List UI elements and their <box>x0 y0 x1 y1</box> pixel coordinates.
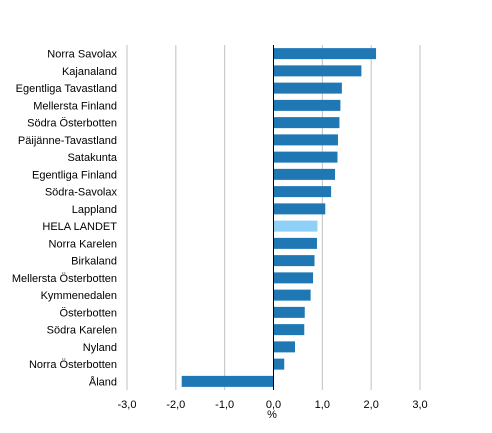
category-label-9: Lappland <box>72 204 117 216</box>
category-label-7: Egentliga Finland <box>32 169 117 181</box>
x-tick-label-3: 0,0 <box>266 399 281 411</box>
x-tick-label-2: -1,0 <box>215 399 234 411</box>
category-label-5: Päijänne-Tavastland <box>18 135 117 147</box>
category-label-6: Satakunta <box>67 152 117 164</box>
category-label-8: Södra-Savolax <box>45 187 118 199</box>
bar-10 <box>273 220 318 232</box>
x-tick-labels: -3,0 -2,0 -1,0 0,0 1,0 2,0 3,0 <box>118 399 428 411</box>
x-tick-label-1: -2,0 <box>166 399 185 411</box>
x-tick-label-0: -3,0 <box>118 399 137 411</box>
category-label-4: Södra Österbotten <box>27 118 117 130</box>
category-label-0: Norra Savolax <box>47 49 117 61</box>
bar-6 <box>273 151 338 163</box>
category-label-13: Mellersta Österbotten <box>12 273 117 285</box>
bar-4 <box>273 117 340 129</box>
bar-3 <box>273 99 341 111</box>
category-label-11: Norra Karelen <box>49 238 117 250</box>
bar-13 <box>273 272 314 284</box>
bar-18 <box>273 358 285 370</box>
bar-0 <box>273 48 377 60</box>
category-label-16: Södra Karelen <box>47 325 117 337</box>
category-label-15: Österbotten <box>60 307 117 319</box>
category-label-1: Kajanaland <box>62 66 117 78</box>
bar-7 <box>273 168 336 180</box>
x-tick-label-5: 2,0 <box>364 399 379 411</box>
category-label-14: Kymmenedalen <box>41 290 117 302</box>
category-label-17: Nyland <box>83 342 117 354</box>
bar-15 <box>273 306 305 318</box>
bars <box>181 48 377 387</box>
bar-1 <box>273 65 362 77</box>
bar-8 <box>273 186 332 198</box>
bar-12 <box>273 255 315 267</box>
category-label-12: Birkaland <box>71 256 117 268</box>
bar-11 <box>273 237 317 249</box>
bar-14 <box>273 289 311 301</box>
x-axis-label: % <box>267 409 277 421</box>
bar-16 <box>273 324 305 336</box>
x-tick-label-6: 3,0 <box>412 399 427 411</box>
bar-9 <box>273 203 326 215</box>
category-label-19: Åland <box>89 375 117 388</box>
category-label-2: Egentliga Tavastland <box>16 83 117 95</box>
category-label-18: Norra Österbotten <box>29 359 117 371</box>
category-labels: Norra Savolax Kajanaland Egentliga Tavastl… <box>12 49 118 389</box>
bar-2 <box>273 82 342 94</box>
bar-17 <box>273 341 295 353</box>
bar-19 <box>181 375 274 387</box>
category-label-10: HELA LANDET <box>42 221 117 233</box>
bar-5 <box>273 134 338 146</box>
x-tick-label-4: 1,0 <box>315 399 330 411</box>
category-label-3: Mellersta Finland <box>33 100 117 112</box>
